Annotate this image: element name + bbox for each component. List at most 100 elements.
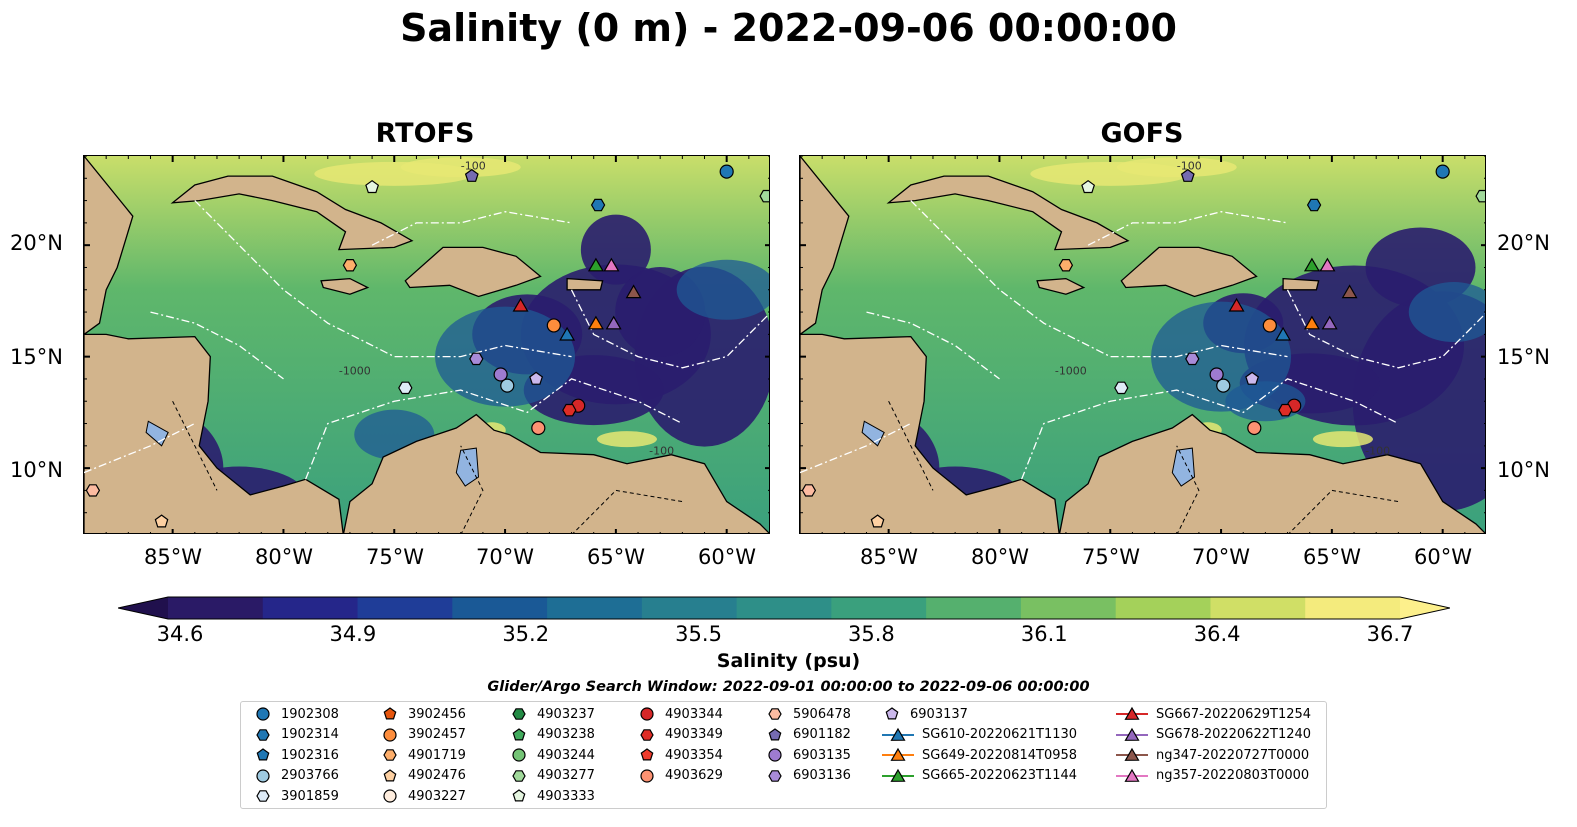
platform-marker-4903349[interactable] [1278, 403, 1293, 417]
platform-marker-3901859[interactable] [1114, 381, 1129, 395]
legend-item: 4903344 [637, 704, 723, 724]
platform-marker-5906478[interactable] [85, 484, 101, 497]
platform-marker-ng357-20220803T0000[interactable] [603, 257, 620, 272]
colorbar-segment [831, 597, 927, 619]
legend-label: SG610-20220621T1130 [922, 727, 1078, 742]
hexagon-icon [256, 728, 270, 741]
colorbar-segment [168, 597, 264, 619]
platform-marker-6903135[interactable] [493, 367, 508, 382]
lon-label-60-left: 60°W [698, 545, 756, 569]
colorbar-segment [547, 597, 643, 619]
platform-marker-3901859[interactable] [398, 381, 413, 395]
platform-marker-ng357-20220803T0000[interactable] [1319, 257, 1336, 272]
lon-label-60-right: 60°W [1414, 545, 1472, 569]
platform-marker-SG649-20220814T0958[interactable] [587, 315, 604, 330]
panel-title-gofs: GOFS [1100, 118, 1184, 149]
legend-label: 4903344 [665, 706, 723, 722]
lon-label-85-right: 85°W [860, 545, 918, 569]
lon-label-85-left: 85°W [144, 545, 202, 569]
platform-marker-SG678-20220622T1240[interactable] [1321, 315, 1338, 330]
platform-marker-4901719[interactable] [342, 258, 358, 272]
legend-item: SG665-20220623T1144 [882, 766, 1077, 786]
platform-marker-ng347-20220727T0000[interactable] [1341, 284, 1358, 299]
colorbar-segment [1115, 597, 1211, 619]
triangle-line-icon [1116, 768, 1148, 782]
platform-marker-SG665-20220623T1144[interactable] [587, 257, 604, 272]
pentagon-icon [512, 789, 526, 802]
legend-label: 4903277 [537, 768, 595, 783]
triangle-line-icon [1116, 727, 1148, 741]
platform-marker-2903766[interactable] [1216, 378, 1231, 393]
platform-legend: 1902308 1902314 1902316 2903766 3901859 39024… [240, 701, 1327, 809]
platform-marker-4903629[interactable] [1247, 420, 1262, 436]
colorbar-tick: 35.8 [848, 622, 895, 646]
platform-marker-1902308[interactable] [1435, 164, 1450, 179]
gofs-map[interactable]: -100 -1000 -100 [799, 155, 1486, 534]
platform-marker-SG665-20220623T1144[interactable] [1303, 257, 1320, 272]
platform-marker-3902457[interactable] [1262, 318, 1277, 333]
platform-marker-4901719[interactable] [1058, 258, 1074, 272]
legend-label: 3902456 [408, 706, 466, 722]
legend-label: 3902457 [408, 727, 466, 742]
platform-marker-SG610-20220621T1130[interactable] [559, 326, 576, 341]
platform-marker-5906478[interactable] [801, 484, 817, 497]
circle-icon [512, 748, 526, 762]
hexagon-icon [768, 708, 782, 720]
platform-marker-1902314[interactable] [1306, 198, 1322, 212]
legend-label: 6901182 [793, 727, 851, 742]
lat-label-15-right: 15°N [1497, 345, 1550, 369]
colorbar-label: Salinity (psu) [716, 650, 861, 672]
legend-item: 4901719 [380, 745, 466, 765]
legend-label: 1902316 [281, 747, 339, 763]
platform-marker-4903333[interactable] [1081, 179, 1096, 194]
legend-item: SG667-20220629T1254 [1116, 704, 1311, 724]
colorbar-segment [736, 597, 832, 619]
platform-marker-SG610-20220621T1130[interactable] [1275, 326, 1292, 341]
platform-marker-4903277[interactable] [1475, 189, 1486, 203]
platform-marker-4903629[interactable] [531, 420, 546, 436]
lon-label-75-right: 75°W [1082, 545, 1140, 569]
circle-icon [383, 789, 397, 803]
legend-label: 4903333 [537, 788, 595, 804]
pentagon-icon [640, 748, 654, 761]
platform-marker-SG667-20220629T1254[interactable] [1228, 297, 1245, 312]
lon-label-80-left: 80°W [255, 545, 313, 569]
colorbar-tick: 36.4 [1193, 622, 1241, 646]
platform-marker-4902476[interactable] [870, 514, 885, 528]
rtofs-map[interactable]: -100 -1000 -100 [83, 155, 770, 534]
platform-marker-SG667-20220629T1254[interactable] [512, 297, 529, 312]
legend-item: 4903349 [637, 725, 723, 745]
triangle-line-icon [882, 727, 914, 741]
platform-marker-3902457[interactable] [546, 318, 561, 333]
platform-marker-SG678-20220622T1240[interactable] [605, 315, 622, 330]
platform-marker-6903137[interactable] [529, 371, 544, 385]
platform-marker-4903333[interactable] [365, 179, 380, 194]
legend-item: 3901859 [253, 786, 339, 806]
platform-marker-2903766[interactable] [500, 378, 515, 393]
platform-marker-6903136[interactable] [469, 352, 484, 366]
lon-label-70-left: 70°W [476, 545, 534, 569]
platform-marker-6903136[interactable] [1185, 352, 1200, 366]
triangle-line-icon [1116, 706, 1148, 720]
colorbar-tick: 36.1 [1020, 622, 1068, 646]
platform-marker-1902308[interactable] [719, 164, 734, 179]
platform-marker-SG649-20220814T0958[interactable] [1303, 315, 1320, 330]
platform-marker-4903349[interactable] [562, 403, 577, 417]
legend-label: ng357-20220803T0000 [1156, 768, 1310, 783]
platform-marker-6903135[interactable] [1209, 367, 1224, 382]
platform-marker-1902314[interactable] [590, 198, 606, 212]
legend-label: 4903244 [537, 747, 595, 763]
lon-label-65-left: 65°W [587, 545, 645, 569]
legend-item: 4903227 [380, 786, 466, 806]
hexagon-icon [383, 749, 397, 761]
platform-marker-4903277[interactable] [759, 189, 770, 203]
platform-marker-6901182[interactable] [464, 168, 479, 182]
lat-label-20-right: 20°N [1497, 231, 1550, 255]
legend-item: 4903277 [509, 766, 595, 786]
platform-marker-6901182[interactable] [1180, 168, 1195, 182]
circle-icon [383, 727, 397, 742]
platform-marker-ng347-20220727T0000[interactable] [625, 284, 642, 299]
legend-item: 3902457 [380, 725, 466, 745]
platform-marker-4902476[interactable] [154, 514, 169, 528]
platform-marker-6903137[interactable] [1245, 371, 1260, 385]
